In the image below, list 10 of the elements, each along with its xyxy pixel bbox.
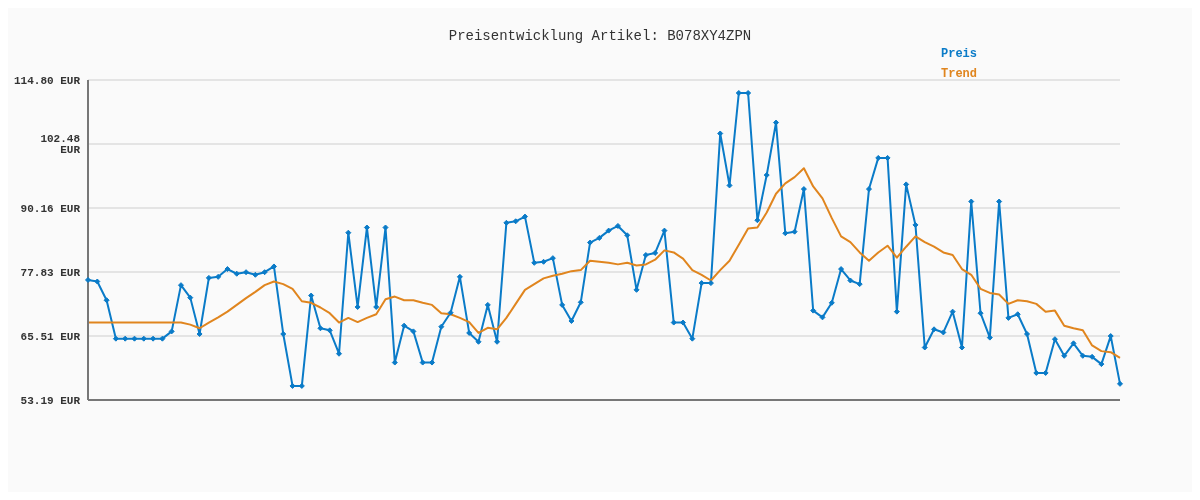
y-tick-label: 102.48 EUR bbox=[40, 133, 81, 157]
y-tick-label: 65.51 EUR bbox=[20, 330, 81, 343]
y-tick-label: 77.83 EUR bbox=[20, 266, 81, 279]
text: Preis bbox=[940, 46, 977, 63]
line-series bbox=[87, 167, 1121, 359]
y-tick-label: 114.80 EUR bbox=[13, 74, 81, 87]
y-tick-label: 90.16 EUR bbox=[20, 202, 81, 215]
y-tick-label: 53.19 EUR bbox=[20, 394, 81, 407]
chart-title: Preisentwicklung Artikel: B078XY4ZPN bbox=[447, 28, 753, 44]
text: Trend bbox=[940, 66, 977, 83]
